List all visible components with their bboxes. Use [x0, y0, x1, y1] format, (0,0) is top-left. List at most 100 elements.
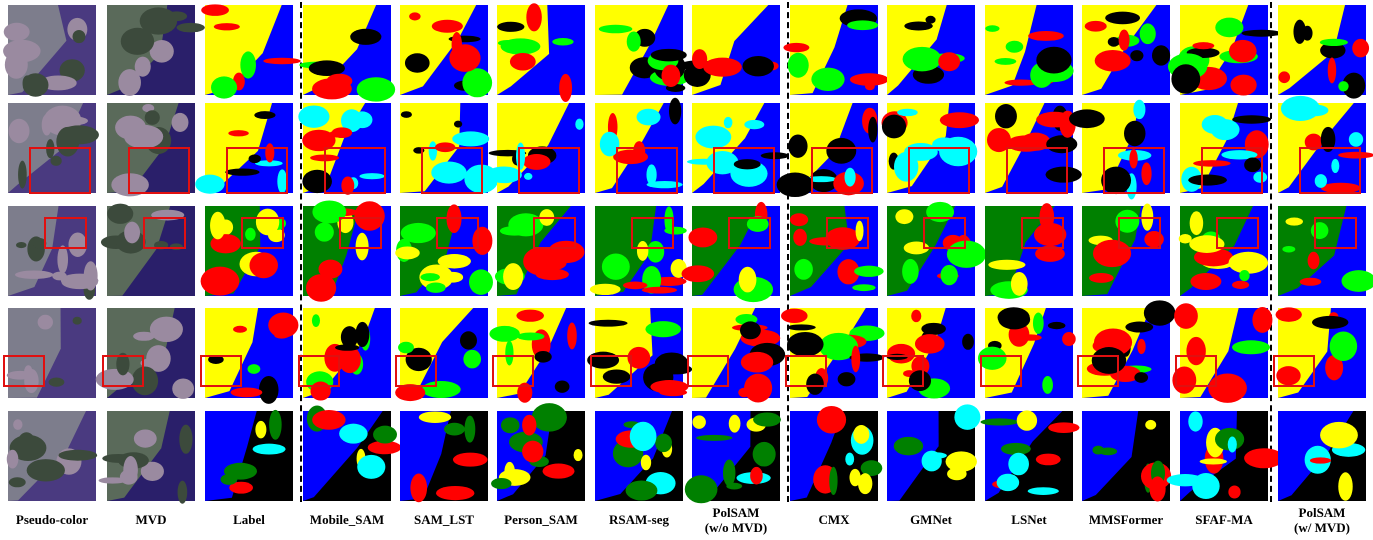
- region: [263, 58, 301, 65]
- region: [787, 324, 816, 330]
- column-label: MVD: [101, 512, 201, 527]
- region: [781, 309, 808, 323]
- region: [1062, 332, 1076, 346]
- region: [1189, 235, 1224, 253]
- region: [179, 425, 192, 454]
- region: [1308, 252, 1320, 270]
- region: [357, 77, 396, 101]
- region: [298, 105, 329, 127]
- region: [845, 453, 854, 466]
- region: [253, 444, 286, 455]
- region: [120, 470, 138, 485]
- region: [1301, 105, 1328, 117]
- region: [744, 120, 764, 129]
- result-image: [205, 411, 293, 501]
- result-image: [595, 411, 683, 501]
- result-image: [303, 308, 391, 398]
- region: [1239, 270, 1249, 281]
- region: [687, 159, 721, 165]
- result-image: [595, 308, 683, 398]
- region: [941, 265, 958, 285]
- region: [145, 110, 160, 125]
- region: [464, 416, 475, 443]
- region: [988, 260, 1025, 270]
- region: [401, 111, 412, 118]
- region: [16, 242, 26, 248]
- region: [1253, 172, 1267, 183]
- region: [887, 344, 915, 364]
- region: [1101, 167, 1131, 194]
- result-image: [400, 411, 488, 501]
- region: [646, 164, 656, 185]
- region: [15, 270, 53, 278]
- result-image: [1180, 103, 1268, 193]
- region: [1152, 45, 1170, 65]
- region: [201, 4, 229, 16]
- region: [69, 232, 87, 257]
- region: [150, 317, 183, 342]
- result-image: [8, 308, 96, 398]
- region: [535, 351, 552, 363]
- region: [1036, 47, 1071, 74]
- region: [449, 44, 480, 72]
- result-image: [8, 103, 96, 193]
- region: [1244, 158, 1261, 173]
- label-line: MMSFormer: [1076, 512, 1176, 527]
- region: [248, 364, 261, 374]
- region: [277, 169, 287, 193]
- region: [589, 320, 628, 327]
- region: [431, 162, 466, 184]
- region: [452, 131, 489, 146]
- result-image: [887, 206, 975, 296]
- region: [245, 228, 256, 241]
- region: [1137, 339, 1145, 354]
- region: [894, 437, 923, 455]
- region: [1229, 40, 1257, 63]
- region: [723, 460, 735, 487]
- column-label: CMX: [784, 512, 884, 527]
- region: [911, 310, 921, 322]
- region: [1188, 175, 1227, 186]
- region: [997, 474, 1020, 491]
- region: [1338, 81, 1348, 91]
- region: [419, 411, 451, 423]
- result-image: [692, 308, 780, 398]
- result-image: [1180, 411, 1268, 501]
- region: [309, 60, 345, 76]
- region: [472, 227, 492, 255]
- region: [645, 321, 681, 337]
- region: [753, 413, 781, 427]
- region: [642, 287, 677, 294]
- region: [1312, 316, 1348, 329]
- region: [454, 121, 462, 128]
- region: [627, 32, 641, 52]
- result-image: [1082, 411, 1170, 501]
- region: [655, 352, 689, 374]
- region: [637, 109, 661, 126]
- result-image: [985, 411, 1073, 501]
- region: [259, 376, 279, 404]
- label-line: RSAM-seg: [589, 512, 689, 527]
- column-label: LSNet: [979, 512, 1079, 527]
- region: [373, 426, 397, 444]
- region: [829, 467, 837, 495]
- region: [692, 415, 705, 429]
- result-image: [985, 103, 1073, 193]
- result-image: [303, 411, 391, 501]
- region: [661, 65, 680, 87]
- region: [312, 200, 346, 223]
- region: [1048, 422, 1079, 433]
- result-image: [1082, 103, 1170, 193]
- result-image: [205, 5, 293, 95]
- label-line: Mobile_SAM: [297, 512, 397, 527]
- result-image: [790, 206, 878, 296]
- region: [24, 365, 33, 379]
- region: [575, 119, 583, 130]
- region: [1208, 374, 1247, 403]
- region: [140, 7, 177, 34]
- region: [195, 175, 224, 194]
- region: [132, 366, 158, 395]
- region: [453, 453, 488, 467]
- result-image: [303, 103, 391, 193]
- region: [947, 468, 967, 481]
